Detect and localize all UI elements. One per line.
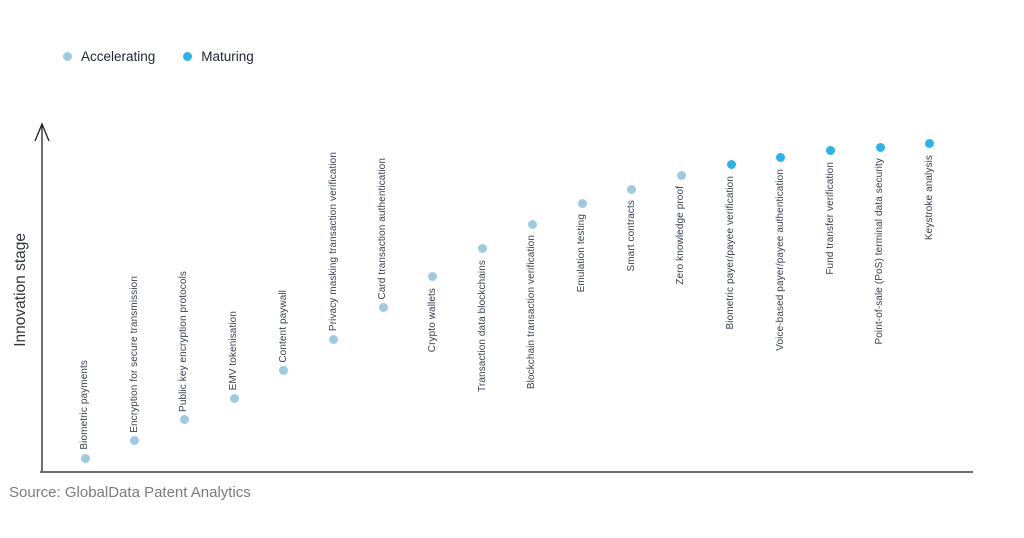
data-point-label: Card transaction authentication	[377, 158, 389, 300]
data-point	[776, 153, 786, 163]
data-point-label: Crypto wallets	[426, 287, 438, 352]
legend-item-maturing: Maturing	[183, 49, 254, 64]
data-point	[378, 303, 388, 313]
data-point	[329, 334, 338, 344]
data-point-label: Smart contracts	[625, 200, 637, 272]
data-point-label: Blockchain transaction verification	[526, 235, 538, 390]
data-point-label: Zero knowledge proof	[675, 186, 687, 286]
data-point	[527, 219, 537, 229]
data-point-label: Privacy masking transaction verification	[327, 152, 339, 332]
data-point	[726, 160, 736, 170]
data-point	[478, 244, 488, 254]
data-point-label: Voice-based payer/payee authentication	[774, 168, 786, 351]
source-note: Source: GlobalData Patent Analytics	[9, 484, 251, 501]
legend: Accelerating Maturing	[63, 49, 254, 64]
data-point	[875, 142, 885, 152]
data-point-label: Emulation testing	[576, 214, 587, 293]
data-point-label: Public key encryption protocols	[178, 270, 190, 412]
data-point	[676, 170, 686, 180]
data-point	[428, 272, 438, 282]
data-point	[627, 184, 637, 194]
data-point-label: Biometric payments	[79, 360, 90, 451]
data-point	[826, 146, 835, 156]
data-point	[179, 415, 189, 425]
data-point-label: Keystroke analysis	[923, 154, 935, 241]
data-point-label: EMV tokenisation	[228, 311, 240, 391]
data-point-label: Biometric payer/payee verification	[725, 175, 737, 330]
data-point-label: Encryption for secure transmission	[128, 275, 140, 433]
data-point-label: Point-of-sale (PoS) terminal data securi…	[874, 158, 886, 345]
legend-item-accelerating: Accelerating	[63, 49, 155, 64]
data-point	[577, 198, 587, 208]
data-point-label: Content paywall	[277, 290, 289, 363]
data-point	[229, 394, 239, 404]
data-point	[130, 436, 140, 446]
legend-label-accelerating: Accelerating	[81, 49, 156, 64]
data-point	[925, 139, 935, 149]
data-point	[80, 453, 90, 463]
data-point-label: Transaction data blockchains	[476, 259, 488, 392]
data-point-label: Fund transfer verification	[824, 161, 836, 275]
accelerating-dot-icon	[63, 52, 72, 61]
maturing-dot-icon	[183, 52, 193, 61]
data-point	[279, 366, 289, 376]
legend-label-maturing: Maturing	[201, 49, 254, 64]
y-axis-arrow-icon	[34, 122, 50, 142]
